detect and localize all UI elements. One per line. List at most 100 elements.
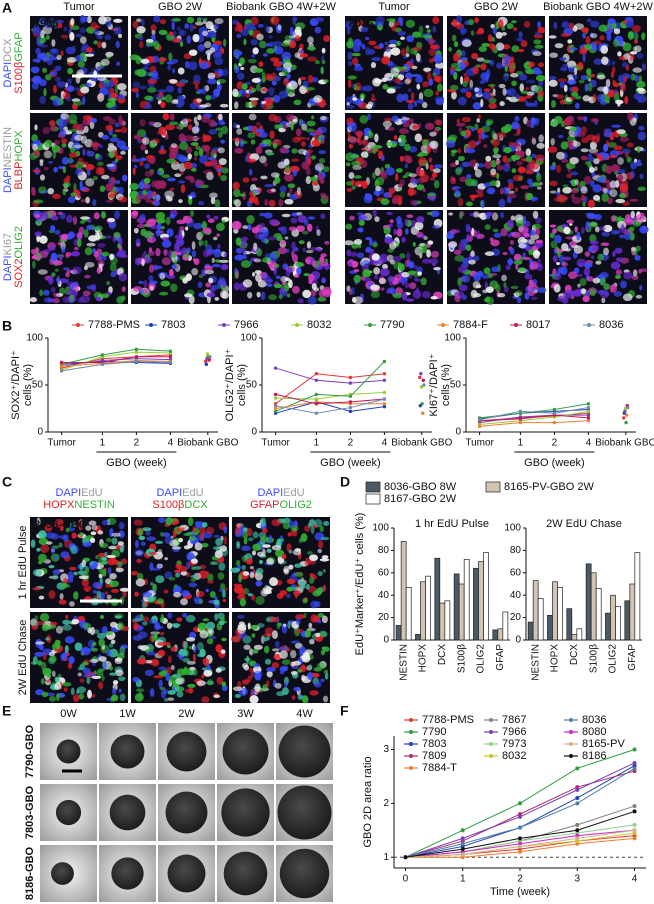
cell — [143, 288, 150, 295]
cell — [448, 134, 458, 141]
cell — [296, 212, 303, 216]
cell — [382, 84, 389, 90]
cell — [97, 565, 102, 570]
organoid — [165, 791, 208, 834]
cell — [275, 275, 281, 280]
cell — [262, 273, 268, 280]
cell — [165, 134, 169, 140]
cell — [138, 631, 148, 639]
cell — [263, 645, 270, 654]
data-point — [624, 420, 628, 425]
cell — [601, 192, 609, 202]
cell — [109, 262, 117, 272]
cell — [149, 141, 156, 149]
cell — [523, 20, 531, 28]
cell — [210, 158, 218, 166]
cell — [218, 158, 227, 166]
cell — [427, 240, 434, 245]
cell — [320, 66, 324, 75]
cell — [161, 174, 171, 179]
cell — [416, 216, 425, 223]
cell — [112, 680, 119, 685]
cell — [166, 622, 173, 629]
cell — [133, 622, 139, 631]
cell — [428, 157, 433, 163]
stain-label: BLBPHOPX — [13, 130, 25, 190]
cell — [508, 258, 513, 266]
cell — [256, 248, 263, 257]
cell — [148, 121, 155, 125]
cell — [65, 290, 73, 294]
cell — [63, 687, 68, 692]
cell — [154, 195, 161, 201]
cell — [198, 274, 204, 279]
data-point — [632, 809, 637, 814]
cell — [54, 229, 61, 235]
cell — [624, 96, 629, 105]
cell — [162, 641, 171, 646]
cell — [209, 590, 216, 598]
cell — [316, 229, 321, 237]
micrograph — [129, 209, 230, 304]
cell — [501, 274, 507, 282]
cell — [202, 133, 207, 143]
cell — [272, 94, 281, 103]
cell — [489, 180, 499, 187]
cell — [537, 62, 545, 68]
cell — [133, 227, 139, 234]
cell — [374, 133, 379, 143]
data-point — [460, 841, 465, 846]
cell — [511, 168, 517, 173]
cell — [187, 153, 192, 160]
cell — [156, 598, 164, 605]
cell — [176, 26, 181, 31]
cell — [82, 290, 91, 296]
cell — [504, 65, 508, 72]
cell — [353, 83, 357, 91]
cell — [51, 145, 61, 153]
cell — [205, 21, 214, 30]
stain-word: NESTIN — [74, 499, 114, 511]
cell — [246, 215, 255, 224]
micrograph — [345, 16, 445, 110]
cell — [638, 268, 642, 274]
cell — [343, 240, 354, 246]
cell — [300, 141, 306, 147]
cell — [130, 210, 138, 219]
bar — [629, 583, 636, 641]
cell — [247, 132, 256, 139]
cell — [417, 123, 422, 129]
cell — [423, 88, 434, 98]
cell — [210, 197, 216, 205]
cell — [239, 248, 247, 252]
cell — [502, 251, 508, 256]
cell — [145, 530, 151, 536]
cell — [186, 16, 195, 24]
cell — [79, 27, 86, 34]
cell — [166, 274, 176, 279]
cell — [629, 54, 635, 61]
cell — [388, 191, 393, 198]
cell — [618, 56, 626, 60]
cell — [424, 122, 435, 130]
cell — [150, 24, 157, 32]
cell — [620, 280, 627, 289]
cell — [632, 269, 638, 277]
cell — [412, 46, 422, 52]
cell — [260, 536, 269, 540]
cell — [450, 62, 461, 69]
cell — [410, 199, 418, 206]
cell — [169, 213, 176, 219]
cell — [516, 37, 524, 42]
cell — [130, 570, 139, 576]
stain-word: DAPI — [156, 487, 182, 499]
cell — [560, 66, 568, 72]
x-tick-label: OLIG2 — [608, 644, 619, 674]
cell — [58, 542, 63, 548]
cell — [487, 83, 496, 87]
cell — [587, 161, 592, 169]
cell — [461, 274, 471, 283]
legend-swatch — [409, 766, 413, 770]
bar — [557, 587, 563, 641]
cell — [380, 268, 390, 277]
